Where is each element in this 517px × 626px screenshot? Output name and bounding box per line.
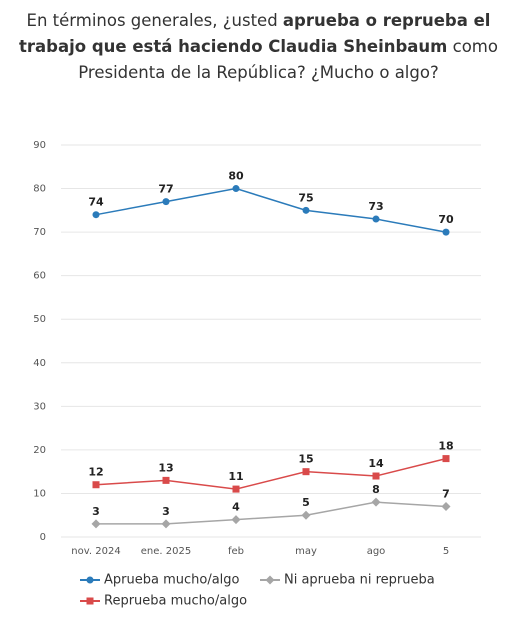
y-tick-label: 90 bbox=[33, 140, 46, 151]
data-label: 73 bbox=[368, 200, 383, 213]
y-tick-label: 0 bbox=[40, 532, 46, 543]
point bbox=[442, 455, 450, 463]
legend-marker bbox=[86, 576, 94, 584]
data-label: 74 bbox=[88, 196, 104, 209]
point bbox=[372, 215, 380, 223]
y-tick-label: 30 bbox=[33, 401, 46, 412]
title-part: En términos generales, ¿usted bbox=[26, 11, 283, 30]
legend-label: Ni aprueba ni reprueba bbox=[284, 573, 435, 588]
data-label: 4 bbox=[232, 501, 240, 514]
x-tick-label: ago bbox=[367, 546, 386, 557]
y-tick-label: 70 bbox=[33, 227, 46, 238]
series-line bbox=[96, 501, 447, 525]
point bbox=[92, 211, 100, 219]
data-label: 11 bbox=[228, 470, 243, 483]
data-label: 18 bbox=[438, 440, 453, 453]
y-tick-label: 40 bbox=[33, 358, 46, 369]
point bbox=[162, 198, 170, 206]
point bbox=[162, 476, 170, 484]
x-tick-label: 5 bbox=[443, 546, 449, 557]
x-tick-label: nov. 2024 bbox=[71, 546, 120, 557]
series-line bbox=[95, 457, 447, 490]
data-label: 80 bbox=[228, 170, 244, 183]
data-label: 70 bbox=[438, 213, 454, 226]
point bbox=[161, 519, 171, 529]
point bbox=[301, 510, 311, 520]
y-tick-label: 80 bbox=[33, 184, 46, 195]
legend-marker bbox=[265, 575, 275, 585]
point bbox=[302, 206, 310, 214]
point bbox=[442, 228, 450, 236]
y-tick-label: 20 bbox=[33, 445, 46, 456]
point bbox=[372, 472, 380, 480]
point bbox=[232, 485, 240, 493]
point bbox=[231, 515, 241, 525]
point bbox=[371, 497, 381, 507]
data-label: 7 bbox=[442, 488, 450, 501]
y-tick-label: 10 bbox=[33, 488, 46, 499]
legend-label: Aprueba mucho/algo bbox=[104, 573, 240, 588]
data-label: 14 bbox=[368, 457, 384, 470]
data-label: 12 bbox=[88, 466, 103, 479]
data-label: 8 bbox=[372, 483, 380, 496]
point bbox=[441, 502, 451, 512]
y-tick-label: 50 bbox=[33, 314, 46, 325]
x-tick-label: ene. 2025 bbox=[141, 546, 191, 557]
data-label: 77 bbox=[158, 183, 173, 196]
data-label: 5 bbox=[302, 496, 310, 509]
point bbox=[92, 481, 100, 489]
legend-marker bbox=[86, 597, 94, 605]
title-part: como Presidenta de la República? ¿Mucho … bbox=[78, 37, 498, 82]
data-label: 3 bbox=[162, 505, 170, 518]
data-label: 3 bbox=[92, 505, 100, 518]
y-tick-label: 60 bbox=[33, 271, 46, 282]
chart-title: En términos generales, ¿usted aprueba o … bbox=[10, 8, 507, 86]
legend-label: Reprueba mucho/algo bbox=[104, 594, 247, 609]
series-line bbox=[95, 187, 447, 233]
point bbox=[91, 519, 101, 529]
x-tick-label: feb bbox=[228, 546, 244, 557]
x-tick-label: may bbox=[295, 546, 317, 557]
point bbox=[302, 468, 310, 476]
point bbox=[232, 185, 240, 193]
data-label: 15 bbox=[298, 453, 313, 466]
data-label: 75 bbox=[298, 191, 313, 204]
title-part: aprueba o reprueba el trabajo que está h… bbox=[19, 11, 491, 56]
data-label: 13 bbox=[158, 461, 173, 474]
